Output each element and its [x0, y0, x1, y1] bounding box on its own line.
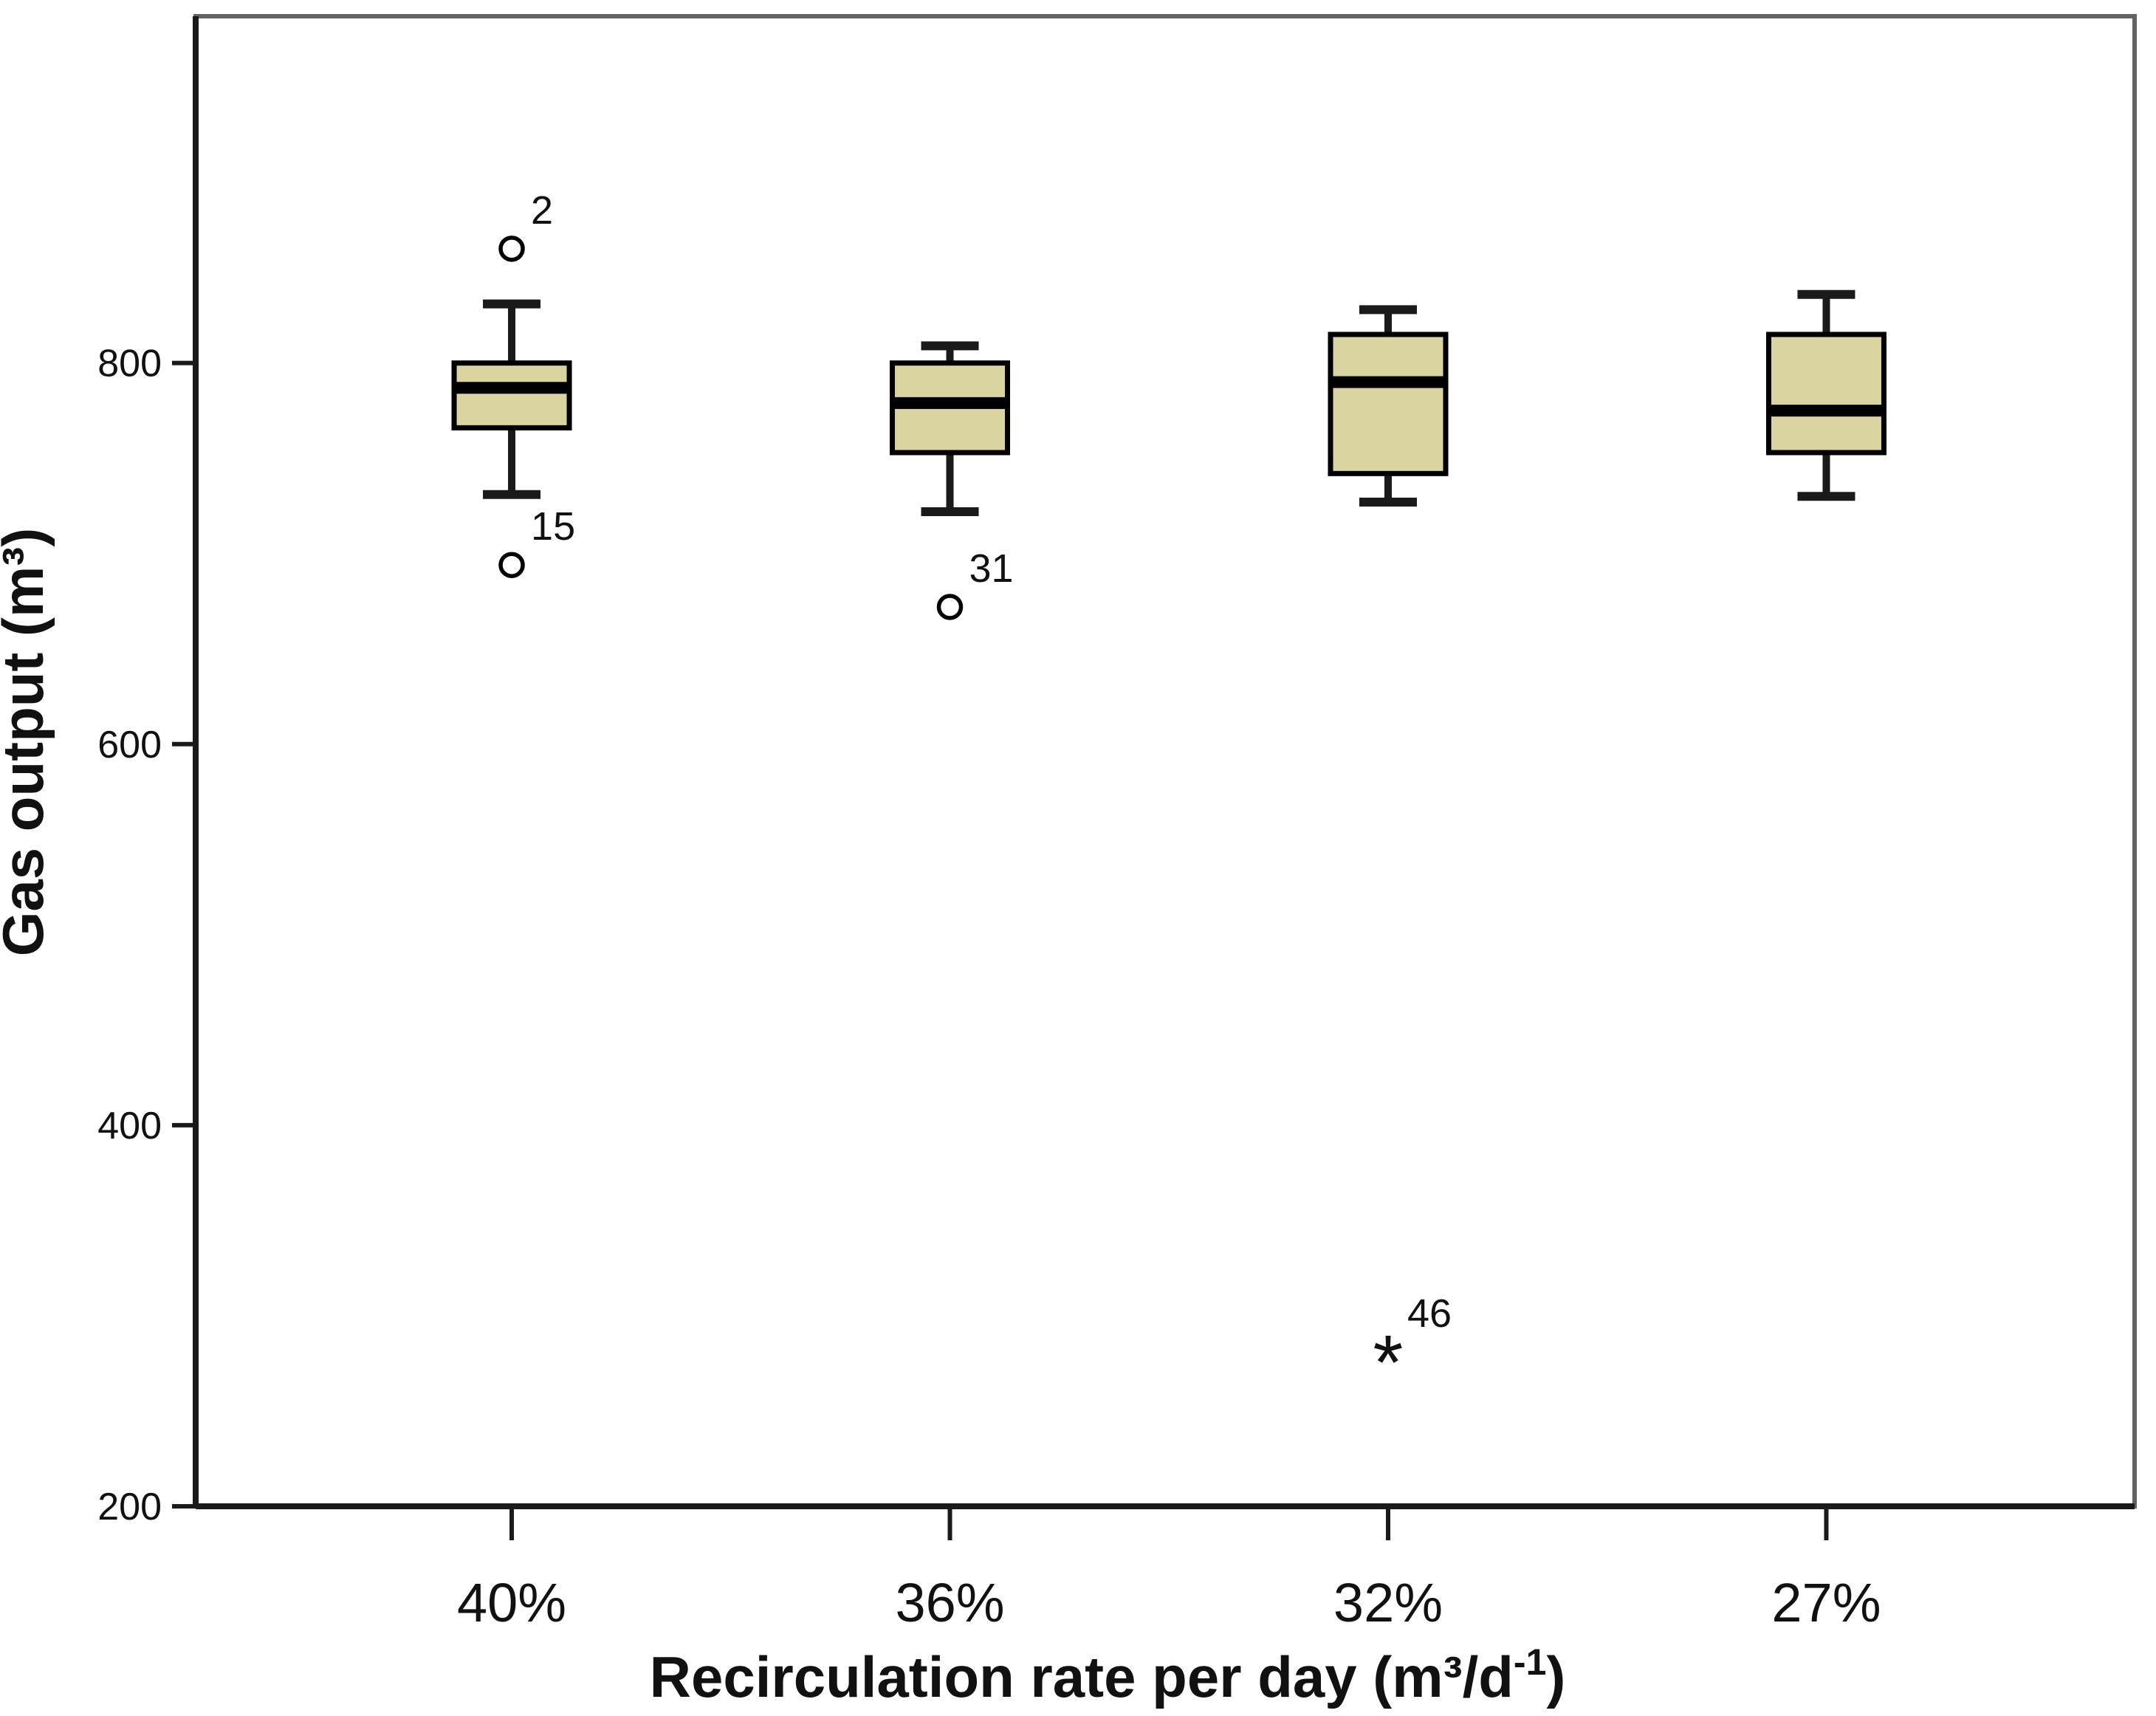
x-tick-label: 36% [895, 1572, 1004, 1633]
outlier-markers: 2 15 31 *46 [498, 188, 1452, 1406]
outlier-label: 46 [1407, 1291, 1452, 1336]
outlier-label: 2 [531, 188, 553, 233]
x-tick-label: 32% [1333, 1572, 1443, 1633]
y-tick-label: 200 [97, 1486, 162, 1528]
x-tick-label: 27% [1771, 1572, 1881, 1633]
outlier-circle [498, 236, 525, 262]
outlier-circle [936, 594, 964, 620]
box [1328, 332, 1449, 476]
x-axis-title-main: Recirculation rate per day (m³/d [650, 1644, 1514, 1709]
plot-frame [193, 14, 2137, 1509]
y-axis: 200 400 600 800 [97, 343, 196, 1528]
y-tick-label: 800 [97, 343, 162, 385]
box [451, 360, 572, 430]
outlier-label: 31 [969, 546, 1014, 591]
outlier-label: 15 [531, 504, 575, 549]
y-axis-title: Gas output (m³) [0, 528, 55, 957]
x-tick-label: 40% [457, 1572, 566, 1633]
x-axis: 40% 36% 32% 27% [457, 1506, 1881, 1633]
box-series [451, 289, 1886, 516]
x-axis-title: Recirculation rate per day (m³/d-1) [650, 1641, 1566, 1709]
x-axis-title-superscript: -1 [1514, 1641, 1546, 1683]
y-tick-label: 400 [97, 1105, 162, 1147]
box [1765, 332, 1886, 456]
y-tick-label: 600 [97, 724, 162, 766]
plot-border [193, 14, 2137, 1509]
outlier-asterisk: * [1373, 1319, 1404, 1406]
outlier-circle [498, 552, 525, 578]
x-axis-title-close: ) [1546, 1644, 1565, 1709]
